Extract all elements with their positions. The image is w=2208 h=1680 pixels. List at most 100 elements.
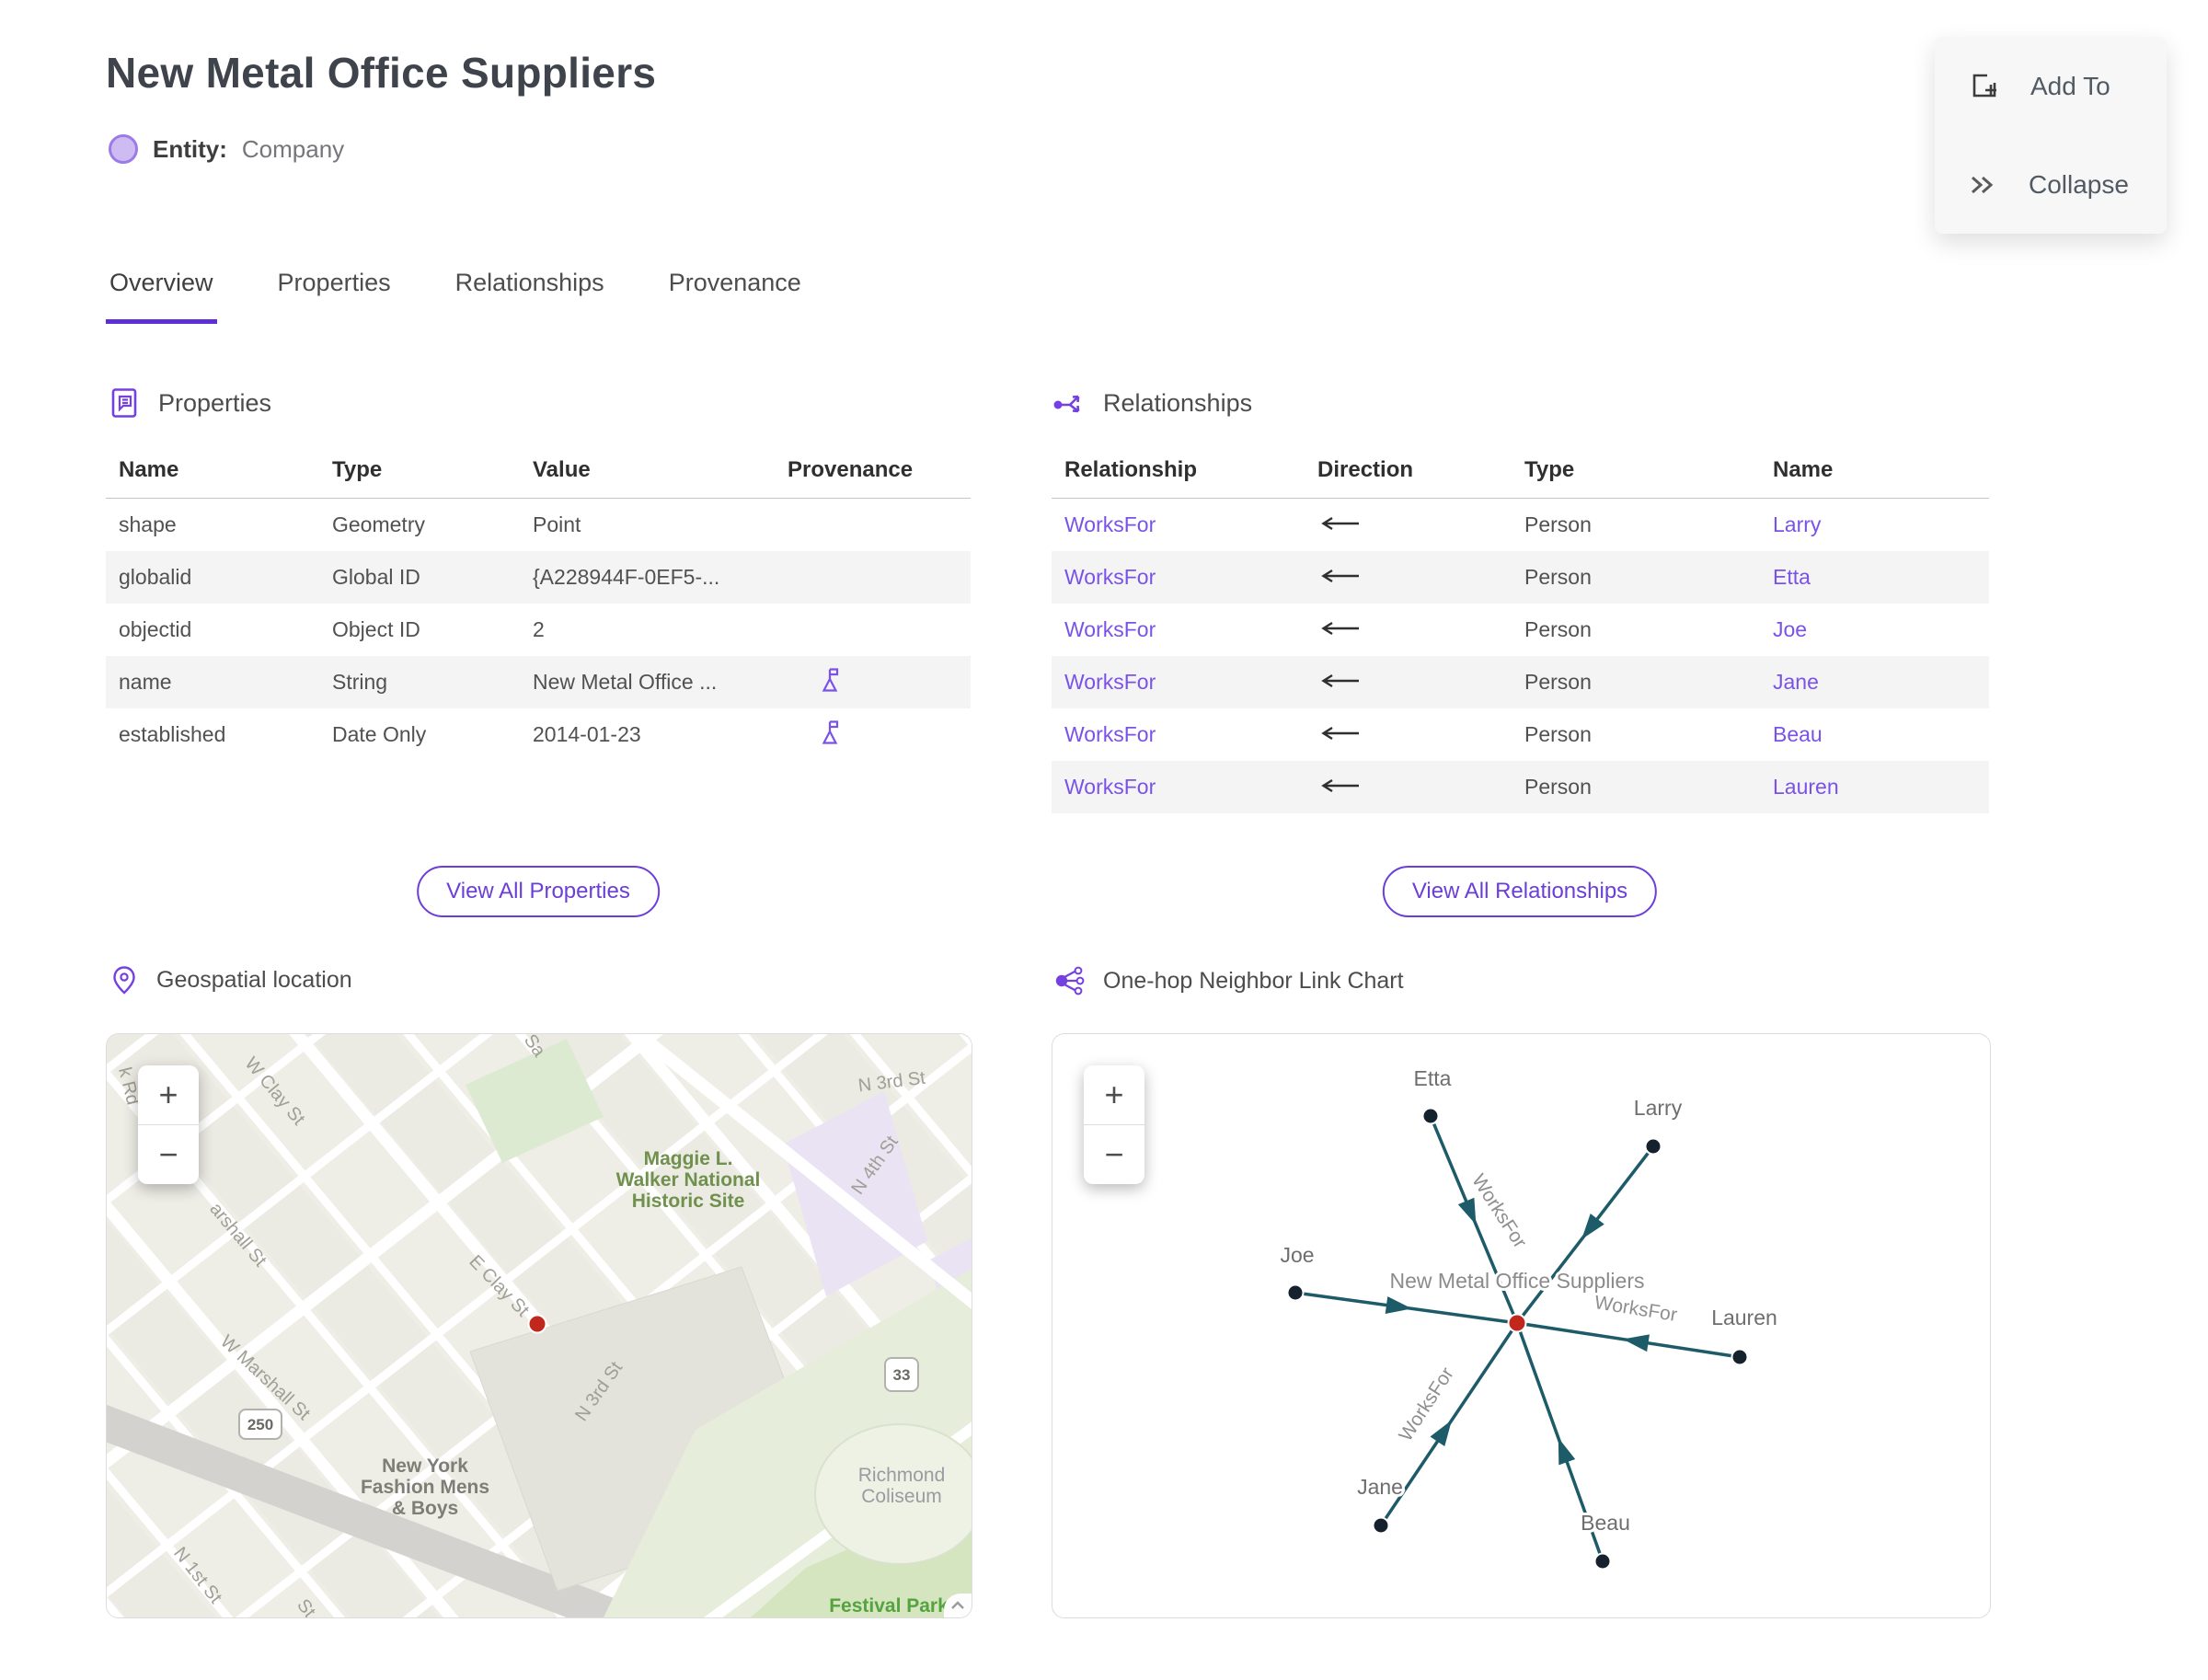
center-node-label: New Metal Office Suppliers [1390,1269,1645,1293]
property-row-globalid: globalid Global ID {A228944F-0EF5-... [106,551,971,604]
entity-link[interactable]: Lauren [1773,775,1839,799]
relationship-direction [1305,761,1512,813]
relationship-direction [1305,604,1512,656]
relationships-table-header: Relationship Direction Type Name [1052,448,1989,499]
geospatial-section-header: Geospatial location [109,964,352,995]
link-chart-icon [1055,966,1085,995]
svg-text:250: 250 [247,1416,273,1433]
provenance-flag-icon[interactable] [815,719,843,746]
node-joe[interactable] [1286,1283,1305,1302]
relationship-link[interactable]: WorksFor [1064,722,1156,746]
entity-link[interactable]: Joe [1773,617,1808,641]
property-name: globalid [119,565,192,589]
relationship-row-lauren: WorksFor Person Lauren [1052,761,1989,813]
relationship-link[interactable]: WorksFor [1064,617,1156,641]
node-label-joe: Joe [1280,1243,1314,1267]
entity-link[interactable]: Jane [1773,670,1819,694]
relationships-section-header: Relationships [1052,386,1252,420]
entity-row: Entity: Company [109,134,344,164]
tab-properties[interactable]: Properties [277,269,391,296]
entity-type-icon [109,134,138,164]
edge-label: WorksFor [1593,1292,1678,1326]
provenance-flag-icon[interactable] [815,666,843,694]
collapse-button[interactable]: Collapse [1935,135,2167,234]
relationship-type: Person [1524,722,1592,746]
property-name: shape [119,512,177,536]
property-provenance [775,708,971,761]
relationship-row-joe: WorksFor Person Joe [1052,604,1989,656]
node-label-beau: Beau [1581,1511,1630,1535]
tab-provenance[interactable]: Provenance [668,269,801,296]
collapse-label: Collapse [2029,169,2129,199]
svg-text:33: 33 [893,1366,911,1384]
node-lauren[interactable] [1731,1348,1749,1366]
relationship-type: Person [1524,565,1592,589]
node-etta[interactable] [1421,1107,1440,1125]
add-to-button[interactable]: Add To [1935,37,2167,135]
link-chart-canvas[interactable]: + − WorksFor WorksFor WorksFor New Metal Of… [1052,1033,1991,1618]
page-title: New Metal Office Suppliers [106,49,657,97]
relationship-row-jane: WorksFor Person Jane [1052,656,1989,708]
center-node[interactable] [1507,1313,1527,1333]
entity-link[interactable]: Etta [1773,565,1811,589]
property-type: Geometry [332,512,425,536]
map-label: New York Fashion Mens & Boys [361,1456,489,1519]
node-label-lauren: Lauren [1711,1306,1777,1329]
coliseum-circle [814,1423,972,1565]
left-arrow-icon [1321,726,1359,741]
relationship-link[interactable]: WorksFor [1064,670,1156,694]
linkchart-section-header: One-hop Neighbor Link Chart [1052,964,1404,997]
property-value: {A228944F-0EF5-... [533,565,720,589]
add-to-label: Add To [2030,71,2110,100]
node-larry[interactable] [1644,1137,1662,1156]
view-all-relationships-button[interactable]: View All Relationships [1382,866,1658,917]
map-label: Richmond Coliseum [858,1465,946,1507]
property-value: Point [533,512,581,536]
property-row-objectid: objectid Object ID 2 [106,604,971,656]
node-jane[interactable] [1372,1516,1390,1535]
tab-relationships[interactable]: Relationships [454,269,604,296]
edge-arrowhead [1430,1420,1453,1447]
green-area [466,1039,604,1163]
properties-table-header: Name Type Value Provenance [106,448,971,499]
entity-type-value: Company [241,134,345,163]
map-canvas[interactable]: + − 250 33 k Rd W Clay St Sa arshall St W Mar… [106,1033,972,1618]
tabs: Overview Properties Relationships Provenanc… [106,269,805,324]
map-zoom-in-button[interactable]: + [158,1076,178,1113]
property-provenance [775,656,971,708]
add-to-icon [1972,74,1996,97]
tab-overview[interactable]: Overview [106,269,217,324]
geospatial-section-title: Geospatial location [156,966,352,993]
property-type: Object ID [332,617,420,641]
property-provenance [775,551,971,604]
chart-zoom-out-button[interactable]: − [1084,1124,1144,1184]
map-label: Festival Park [829,1595,949,1617]
relationship-type: Person [1524,512,1592,536]
edge-arrowhead [1457,1197,1477,1225]
map-attribution-toggle[interactable] [944,1594,972,1617]
edge-arrowhead [1622,1334,1650,1352]
chart-zoom-in-button[interactable]: + [1104,1076,1124,1113]
relationship-link[interactable]: WorksFor [1064,512,1156,536]
view-all-properties-button[interactable]: View All Properties [417,866,660,917]
relationships-col-relationship: Relationship [1052,448,1305,499]
edge-label: WorksFor [1467,1170,1531,1252]
relationships-section-title: Relationships [1103,388,1253,417]
relationship-type: Person [1524,670,1592,694]
properties-section-header: Properties [109,386,271,420]
node-beau[interactable] [1593,1552,1612,1571]
map-zoom-out-button[interactable]: − [138,1124,199,1184]
node-label-jane: Jane [1357,1475,1403,1499]
property-row-shape: shape Geometry Point [106,499,971,552]
properties-table: Name Type Value Provenance shape Geometry Poi… [106,448,971,761]
relationship-link[interactable]: WorksFor [1064,775,1156,799]
property-row-established: established Date Only 2014-01-23 [106,708,971,761]
properties-col-name: Name [106,448,319,499]
relationships-col-type: Type [1512,448,1760,499]
left-arrow-icon [1321,569,1359,583]
entity-link[interactable]: Beau [1773,722,1823,746]
entity-link[interactable]: Larry [1773,512,1822,536]
property-row-name: name String New Metal Office ... [106,656,971,708]
property-value: 2014-01-23 [533,722,641,746]
relationship-link[interactable]: WorksFor [1064,565,1156,589]
